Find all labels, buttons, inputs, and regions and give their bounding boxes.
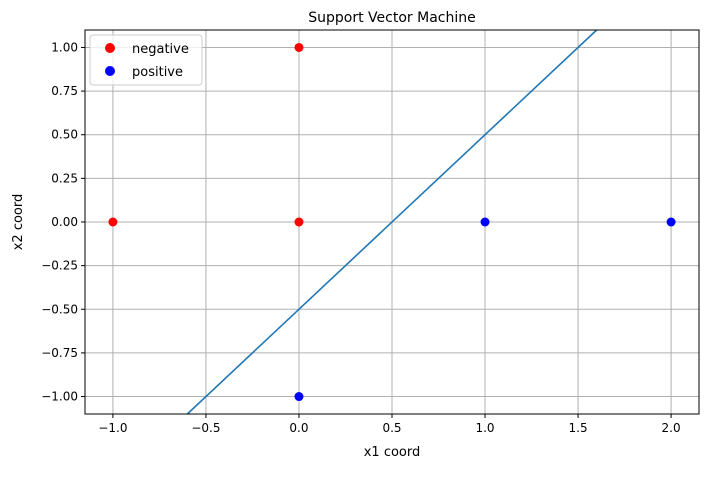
decision-boundary-line xyxy=(186,29,598,415)
x-tick-label: −1.0 xyxy=(98,421,127,435)
data-point-negative xyxy=(108,217,118,227)
y-tick-label: 0.75 xyxy=(51,84,78,98)
legend-label-negative: negative xyxy=(132,42,189,57)
legend: negative positive xyxy=(89,34,203,86)
chart-title: Support Vector Machine xyxy=(308,10,475,26)
decision-boundary-layer xyxy=(186,29,598,415)
x-axis-label: x1 coord xyxy=(364,445,421,460)
x-tick-label: 1.5 xyxy=(569,421,588,435)
data-points-layer xyxy=(108,42,676,402)
y-tick-label: −0.25 xyxy=(41,259,78,273)
x-tick-label: 1.0 xyxy=(475,421,494,435)
x-tick-label: 0.5 xyxy=(382,421,401,435)
y-tick-label: −1.00 xyxy=(41,390,78,404)
x-tick-label: −0.5 xyxy=(191,421,220,435)
y-tick-label: 0.25 xyxy=(51,171,78,185)
grid xyxy=(85,30,699,414)
x-tick-label: 0.0 xyxy=(289,421,308,435)
legend-label-positive: positive xyxy=(132,65,183,80)
y-tick-label: 0.00 xyxy=(51,215,78,229)
legend-marker-negative xyxy=(105,43,115,53)
data-point-positive xyxy=(666,217,676,227)
y-tick-label: 1.00 xyxy=(51,40,78,54)
x-tick-label: 2.0 xyxy=(662,421,681,435)
data-point-negative xyxy=(294,217,304,227)
y-tick-label: −0.75 xyxy=(41,346,78,360)
data-point-positive xyxy=(294,392,304,402)
data-point-negative xyxy=(294,42,304,52)
data-point-positive xyxy=(480,217,490,227)
legend-box xyxy=(89,34,203,86)
legend-marker-positive xyxy=(105,66,115,76)
y-axis-label: x2 coord xyxy=(11,194,26,251)
ticks: −1.0 −0.5 0.0 0.5 1.0 1.5 2.0 −1.00 −0.75 −0.50 −0… xyxy=(41,40,680,435)
y-tick-label: 0.50 xyxy=(51,128,78,142)
y-tick-label: −0.50 xyxy=(41,302,78,316)
